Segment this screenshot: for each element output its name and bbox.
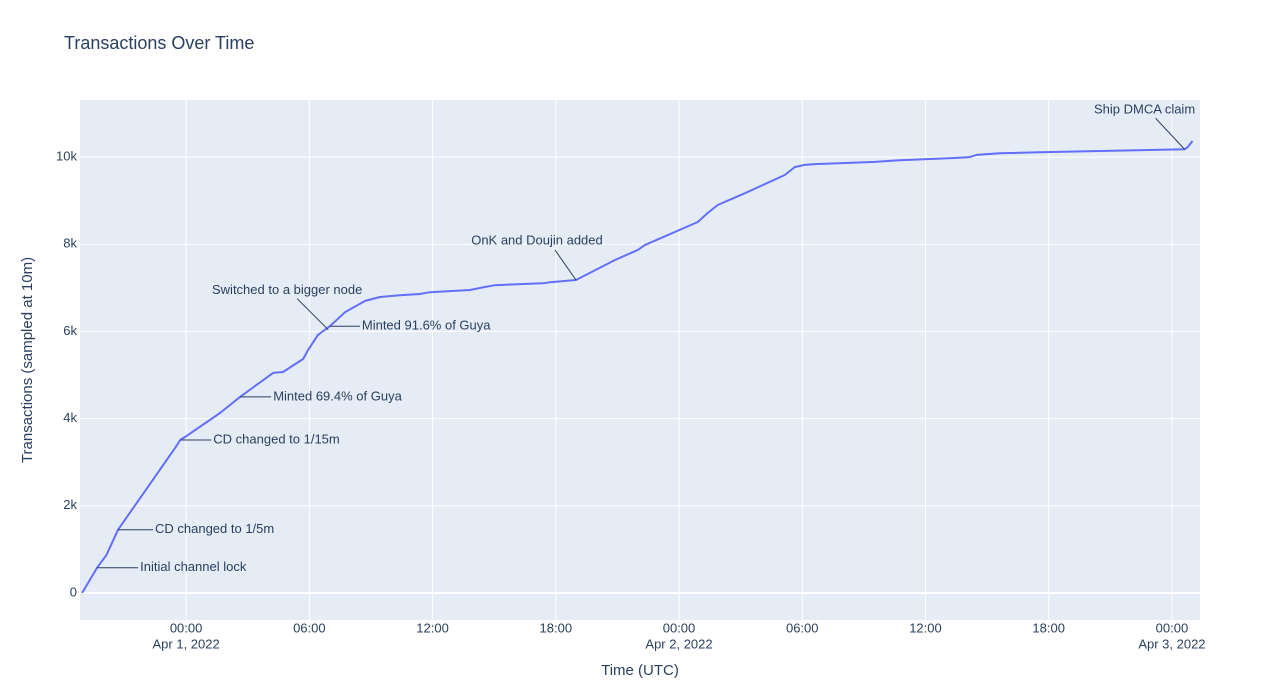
x-tick-label: Apr 2, 2022 [645, 636, 712, 651]
y-tick-label: 0 [70, 584, 77, 599]
y-tick-label: 6k [63, 323, 77, 338]
annotation-text: CD changed to 1/15m [213, 431, 339, 446]
annotation-arrow [554, 249, 577, 281]
annotation-text: Switched to a bigger node [212, 282, 362, 297]
y-axis-title: Transactions (sampled at 10m) [19, 257, 36, 463]
annotation-text: Minted 69.4% of Guya [273, 388, 402, 403]
annotation-text: Ship DMCA claim [1094, 102, 1195, 117]
chart-title: Transactions Over Time [64, 33, 254, 53]
y-tick-label: 2k [63, 497, 77, 512]
y-tick-label: 4k [63, 410, 77, 425]
x-tick-label: 00:00 [1156, 620, 1189, 635]
annotation-text: CD changed to 1/5m [155, 521, 274, 536]
x-tick-label: Apr 1, 2022 [153, 636, 220, 651]
x-tick-label: 12:00 [416, 620, 449, 635]
annotation-text: Minted 91.6% of Guya [362, 318, 491, 333]
x-tick-label: 12:00 [909, 620, 942, 635]
x-tick-label: 18:00 [540, 620, 573, 635]
x-tick-label: 06:00 [293, 620, 326, 635]
x-tick-label: Apr 3, 2022 [1138, 636, 1205, 651]
line [81, 140, 1194, 594]
y-tick-label: 8k [63, 236, 77, 251]
annotation-text: OnK and Doujin added [471, 232, 603, 247]
annotation-arrow [296, 298, 329, 331]
x-tick-label: 06:00 [786, 620, 819, 635]
plot-area [80, 100, 1200, 620]
annotation-arrow [1155, 117, 1185, 150]
x-axis-title: Time (UTC) [601, 662, 679, 679]
annotation-text: Initial channel lock [140, 559, 247, 574]
x-tick-label: 00:00 [663, 620, 696, 635]
x-tick-label: 18:00 [1032, 620, 1065, 635]
x-tick-label: 00:00 [170, 620, 203, 635]
y-tick-label: 10k [56, 149, 77, 164]
